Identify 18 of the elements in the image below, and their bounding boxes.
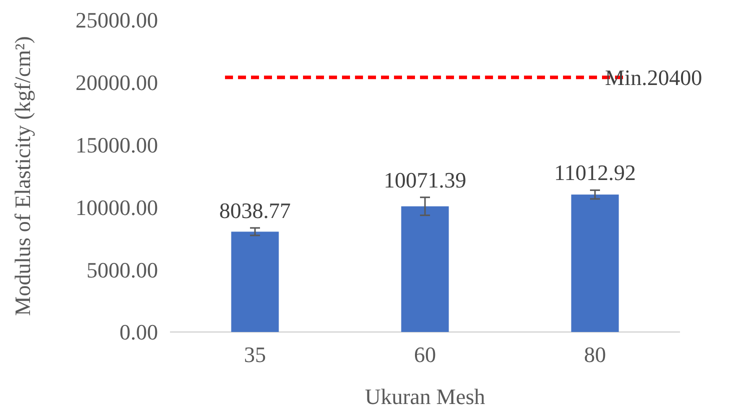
y-tick-label: 5000.00 — [86, 257, 158, 282]
data-label: 8038.77 — [219, 198, 291, 223]
y-tick-label: 20000.00 — [76, 70, 158, 96]
x-tick-label: 35 — [244, 342, 266, 367]
data-label: 11012.92 — [554, 160, 636, 186]
y-tick-label: 0.00 — [120, 320, 158, 345]
x-axis-title: Ukuran Mesh — [364, 384, 486, 409]
y-tick-label: 10000.00 — [76, 194, 158, 220]
x-tick-label: 60 — [414, 342, 436, 367]
y-tick-label: 25000.00 — [76, 8, 158, 33]
y-axis-title: Modulus of Elasticity (kgf/cm²) — [10, 36, 35, 316]
ref-line-label: Min.20400 — [605, 65, 702, 90]
y-tick-label: 15000.00 — [76, 132, 158, 158]
bar — [401, 206, 449, 332]
bar — [231, 232, 279, 332]
x-tick-label: 80 — [584, 342, 606, 367]
bar — [571, 194, 619, 332]
data-label: 10071.39 — [384, 167, 466, 192]
